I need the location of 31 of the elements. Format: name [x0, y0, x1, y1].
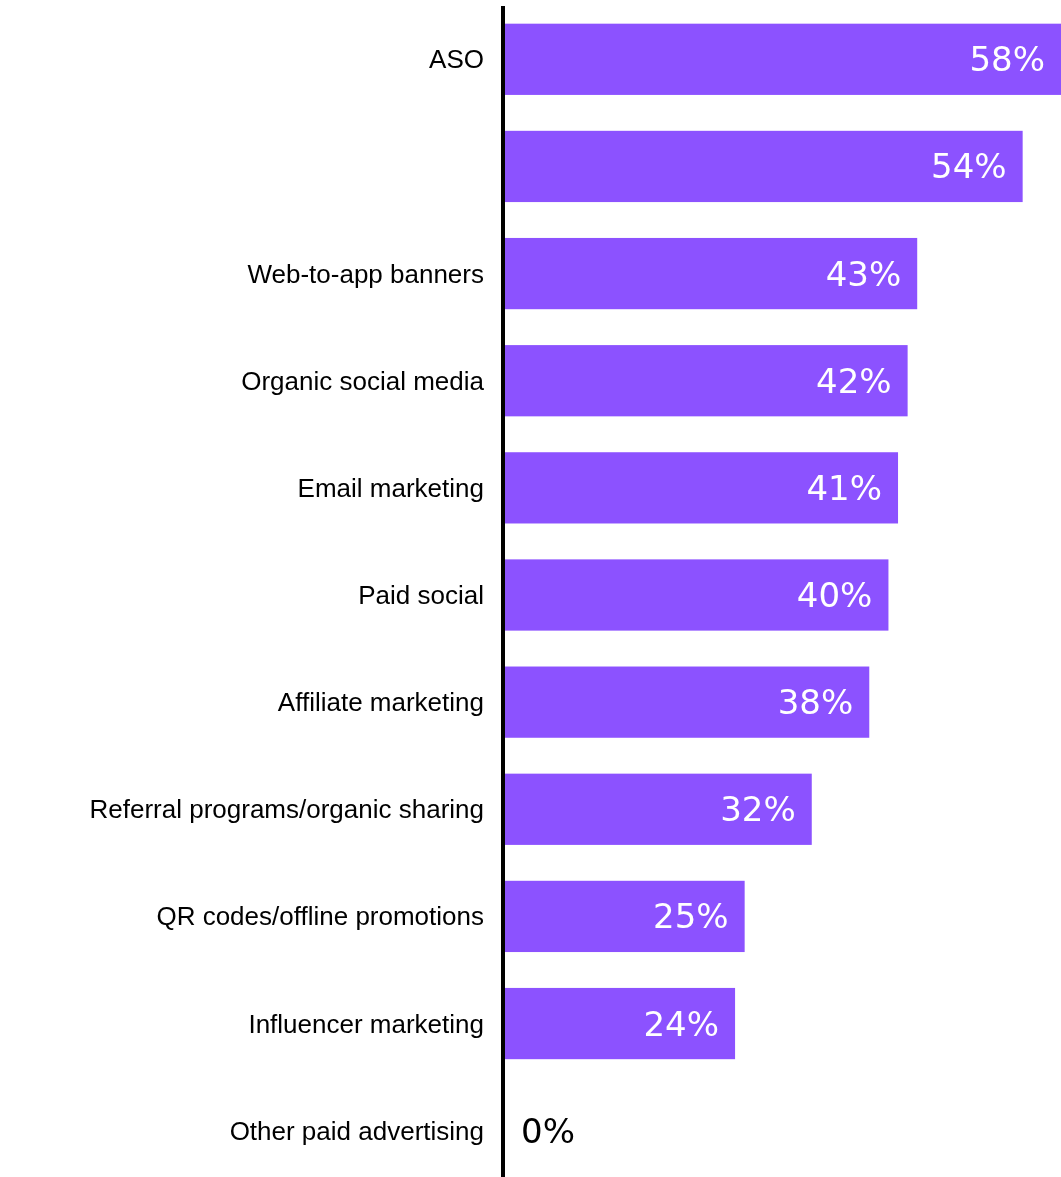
bar — [505, 130, 1023, 203]
data-label: 25% — [653, 896, 729, 937]
data-label: 38% — [777, 682, 854, 723]
y-tick-label: Influencer marketing — [248, 1008, 484, 1039]
y-tick-label: Paid social — [358, 580, 484, 610]
bar — [505, 773, 812, 845]
y-tick-label: ASO — [429, 44, 484, 75]
data-label: 24% — [643, 1003, 720, 1044]
y-tick-label: Organic social media — [241, 365, 485, 396]
bar — [505, 23, 1061, 95]
data-label: 32% — [720, 789, 796, 830]
data-label: 42% — [816, 360, 892, 401]
bar — [505, 559, 889, 631]
data-label: 41% — [806, 467, 883, 508]
data-label: 54% — [931, 146, 1007, 187]
bar — [505, 452, 899, 524]
y-tick-label: Referral programs/organic sharing — [89, 794, 484, 825]
bar — [505, 237, 918, 310]
y-tick-label: QR codes/offline promotions — [156, 901, 484, 932]
y-tick-label: Affiliate marketing — [277, 687, 484, 718]
y-tick-label: Web-to-app banners — [247, 258, 484, 289]
y-tick-label: Email marketing — [297, 472, 484, 503]
data-label: 43% — [825, 253, 902, 294]
data-label: 58% — [969, 39, 1045, 80]
bar — [505, 880, 745, 953]
y-tick-label: Other paid advertising — [229, 1115, 484, 1146]
bar — [505, 345, 908, 417]
bar — [505, 987, 736, 1060]
data-label: 40% — [796, 575, 873, 615]
bar — [505, 666, 870, 738]
data-label: 0% — [521, 1110, 575, 1151]
